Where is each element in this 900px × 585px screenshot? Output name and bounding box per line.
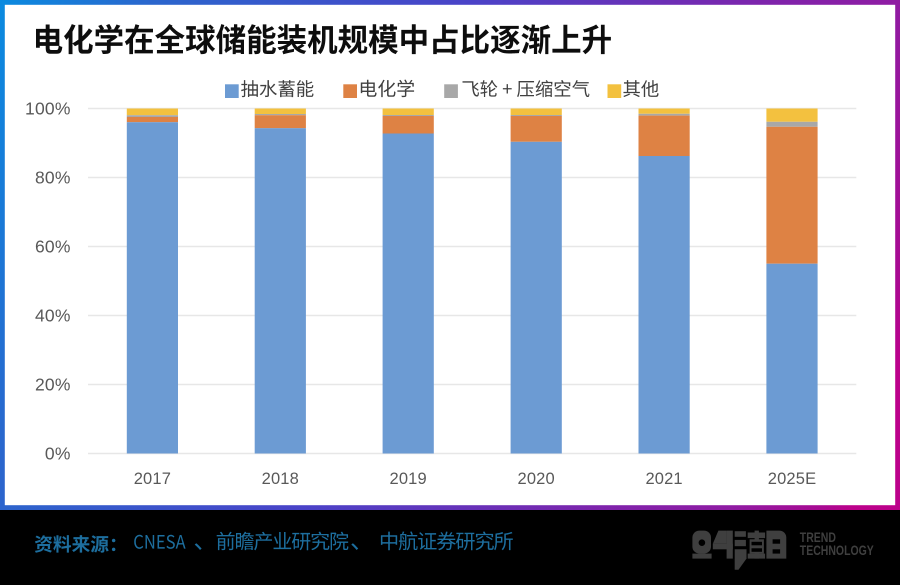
svg-text:20%: 20%	[35, 374, 71, 394]
svg-text:2021: 2021	[645, 470, 682, 488]
svg-text:2017: 2017	[134, 470, 171, 488]
svg-text:0%: 0%	[45, 443, 71, 463]
svg-text:2020: 2020	[518, 470, 555, 488]
svg-text:TREND: TREND	[800, 530, 836, 546]
svg-text:2025E: 2025E	[768, 470, 816, 488]
svg-text:80%: 80%	[35, 167, 71, 187]
svg-text:2019: 2019	[390, 470, 427, 488]
svg-text:2018: 2018	[262, 470, 299, 488]
svg-text:40%: 40%	[35, 305, 71, 325]
svg-text:TECHNOLOGY: TECHNOLOGY	[800, 542, 874, 558]
svg-text:100%: 100%	[25, 98, 71, 118]
svg-text:60%: 60%	[35, 236, 71, 256]
